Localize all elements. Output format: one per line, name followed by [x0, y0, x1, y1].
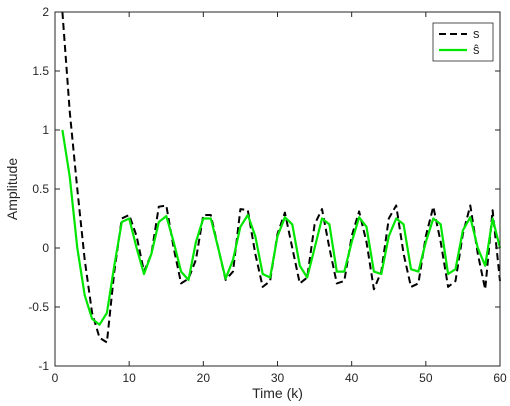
series-layer: [61, 11, 502, 344]
x-tick-label: 10: [122, 371, 136, 385]
y-tick-label: -1: [38, 359, 49, 373]
y-tick-label: 0.5: [32, 182, 49, 196]
x-tick-label: 40: [345, 371, 359, 385]
legend-label-s-hat: ŝ: [473, 42, 480, 57]
series-line-1: [61, 129, 502, 326]
legend-box: [432, 22, 494, 62]
legend: s ŝ: [432, 22, 494, 62]
ticks-layer: 0 10 20 30 40 50 60 -1 -0.5 0 0.5 1 1.5 2: [28, 5, 507, 385]
x-tick-label: 60: [493, 371, 507, 385]
y-tick-label: 1: [42, 123, 49, 137]
x-tick-label: 30: [271, 371, 285, 385]
y-tick-label: 2: [42, 5, 49, 19]
x-axis-label: Time (k): [252, 385, 303, 401]
x-tick-label: 0: [52, 371, 59, 385]
y-axis-label: Amplitude: [4, 158, 20, 220]
y-tick-label: -0.5: [28, 300, 49, 314]
legend-label-s: s: [473, 26, 480, 41]
x-tick-label: 50: [419, 371, 433, 385]
series-line-0: [61, 11, 501, 344]
y-tick-label: 1.5: [32, 64, 49, 78]
y-tick-label: 0: [42, 241, 49, 255]
x-tick-label: 20: [197, 371, 211, 385]
